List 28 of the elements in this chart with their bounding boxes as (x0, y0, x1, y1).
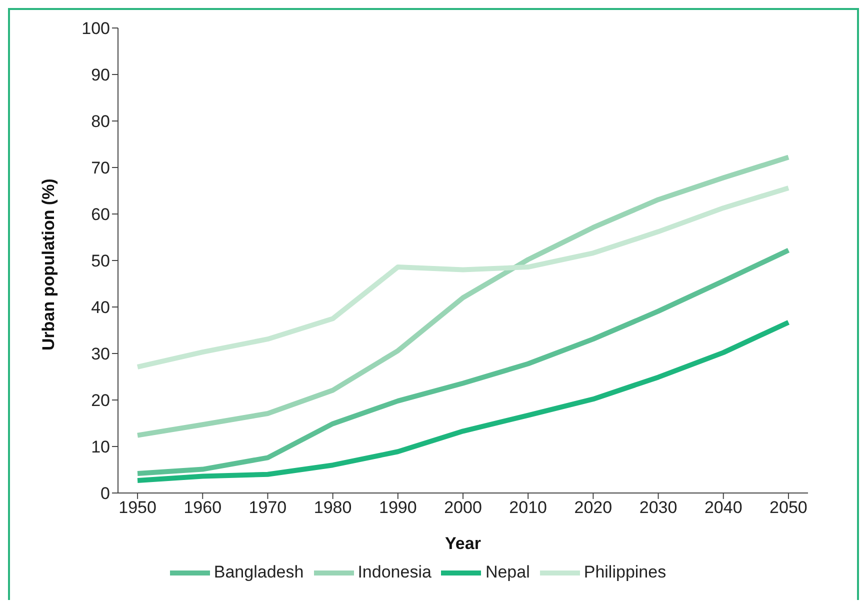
y-axis-title: Urban population (%) (39, 178, 58, 350)
y-tick-label: 0 (100, 484, 110, 504)
legend-label: Indonesia (358, 562, 432, 582)
x-tick-label: 1960 (184, 498, 222, 518)
legend-label: Philippines (584, 562, 666, 582)
x-tick-label: 1980 (314, 498, 352, 518)
y-tick-label: 90 (91, 66, 110, 85)
y-tick-label: 40 (91, 298, 110, 318)
x-tick-label: 1950 (118, 498, 156, 518)
legend-label: Nepal (485, 562, 530, 582)
x-tick-label: 2050 (770, 498, 808, 518)
y-tick-label: 20 (91, 391, 110, 410)
legend-label: Bangladesh (214, 562, 304, 582)
x-tick-label: 1970 (248, 498, 287, 518)
y-tick-label: 50 (91, 252, 110, 271)
y-tick-label: 70 (91, 158, 110, 178)
y-tick-label: 80 (91, 112, 110, 132)
x-tick-label: 2000 (444, 498, 482, 518)
y-tick-label: 100 (82, 19, 110, 38)
x-axis-title: Year (445, 534, 482, 553)
x-tick-label: 2030 (639, 498, 678, 518)
y-tick-label: 10 (91, 438, 110, 457)
x-tick-label: 2010 (509, 498, 548, 518)
y-tick-label: 60 (91, 205, 110, 224)
x-tick-label: 1990 (378, 498, 417, 518)
x-tick-label: 2040 (704, 498, 742, 518)
y-tick-label: 30 (91, 344, 110, 364)
x-tick-label: 2020 (574, 498, 612, 518)
